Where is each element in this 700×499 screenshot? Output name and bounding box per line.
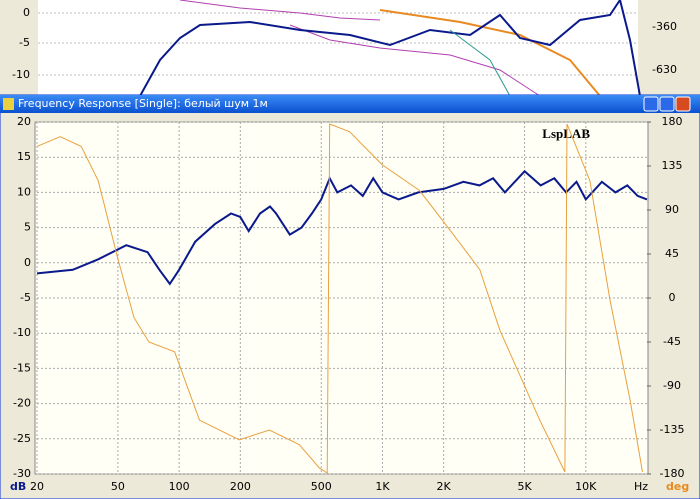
close-button[interactable] [675,96,691,112]
y2-tick-label: 135 [662,159,683,172]
y2-tick-label: -180 [660,467,685,480]
x-tick-label: 1K [375,480,390,493]
minimize-button[interactable] [643,96,659,112]
bg-y2-tick: -630 [652,63,677,76]
annotation: LspLAB [542,126,590,141]
background-curves [139,0,641,97]
y2-tick-label: 45 [665,247,679,260]
x-tick-label: 100 [169,480,190,493]
y-tick-label: -25 [13,432,31,445]
y-tick-label: -30 [13,467,31,480]
y-axis-label: dB [10,480,26,493]
y-tick-label: 0 [24,256,31,269]
y-tick-label: 10 [17,185,31,198]
y2-tick-label: -90 [663,379,681,392]
y2-tick-label: -135 [660,423,685,436]
background-plot [38,0,638,96]
x-tick-label: 20 [30,480,44,493]
x-tick-label: 10K [575,480,597,493]
chart: 20 50 100 200 500 1K 2K 5K 10K20151050-5-10-15-2… [10,115,689,493]
maximize-button[interactable] [659,96,675,112]
y2-tick-label: 0 [669,291,676,304]
x-tick-label: 500 [311,480,332,493]
x-axis-label: Hz [634,480,648,493]
x-tick-label: 2K [437,480,452,493]
bg-y-tick: 0 [23,6,30,19]
bg-y-tick: -5 [19,36,30,49]
series-line [36,123,643,474]
x-tick-label: 50 [111,480,125,493]
window-icon [3,98,14,110]
y2-tick-label: -45 [663,335,681,348]
y-tick-label: 15 [17,150,31,163]
window-title: Frequency Response [Single]: белый шум 1… [18,97,268,110]
series-line [36,169,648,286]
y2-tick-label: 180 [662,115,683,128]
y-tick-label: -20 [13,397,31,410]
x-tick-label: 5K [517,480,532,493]
y-tick-label: 20 [17,115,31,128]
y2-tick-label: 90 [665,203,679,216]
title-bar [0,95,700,113]
x-tick-label: 200 [230,480,251,493]
y-tick-label: -15 [13,361,31,374]
bg-y-tick: -10 [12,68,30,81]
bg-y2-tick: -360 [652,20,677,33]
y-tick-label: -10 [13,326,31,339]
y2-axis-label: deg [666,480,689,493]
y-tick-label: -5 [20,291,31,304]
y-tick-label: 5 [24,221,31,234]
